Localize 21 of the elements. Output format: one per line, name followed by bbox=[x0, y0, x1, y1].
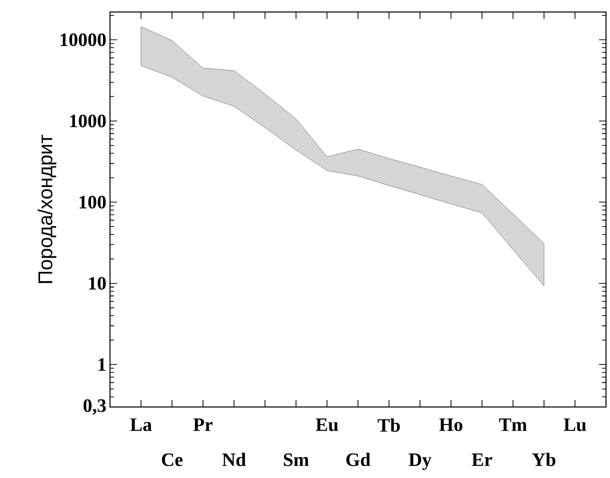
x-tick-label: Gd bbox=[346, 452, 370, 466]
y-tick-label: 100 bbox=[80, 196, 106, 209]
x-tick-label: Tm bbox=[499, 418, 527, 431]
x-tick-label: Ce bbox=[162, 453, 183, 466]
x-tick-label: Ho bbox=[439, 418, 462, 432]
x-tick-label: Sm bbox=[284, 453, 309, 466]
x-tick-label: Er bbox=[472, 454, 492, 466]
x-tick-label: Lu bbox=[564, 418, 586, 432]
y-tick-label: 10000 bbox=[60, 33, 106, 46]
x-tick-label: Eu bbox=[316, 418, 338, 432]
y-tick-label: 0,3 bbox=[84, 399, 106, 415]
x-tick-label: Pr bbox=[193, 418, 213, 431]
y-axis-title: Порода/хондрит bbox=[38, 134, 56, 283]
x-tick-label: Tb bbox=[378, 418, 400, 432]
x-tick-label: Yb bbox=[532, 452, 556, 466]
x-tick-label: Dy bbox=[408, 454, 432, 470]
x-tick-label: Nd bbox=[222, 452, 246, 466]
y-tick-label: 1 bbox=[98, 358, 106, 371]
x-tick-label: La bbox=[130, 418, 152, 432]
y-tick-label: 1000 bbox=[70, 114, 106, 128]
y-tick-label: 10 bbox=[89, 276, 106, 290]
